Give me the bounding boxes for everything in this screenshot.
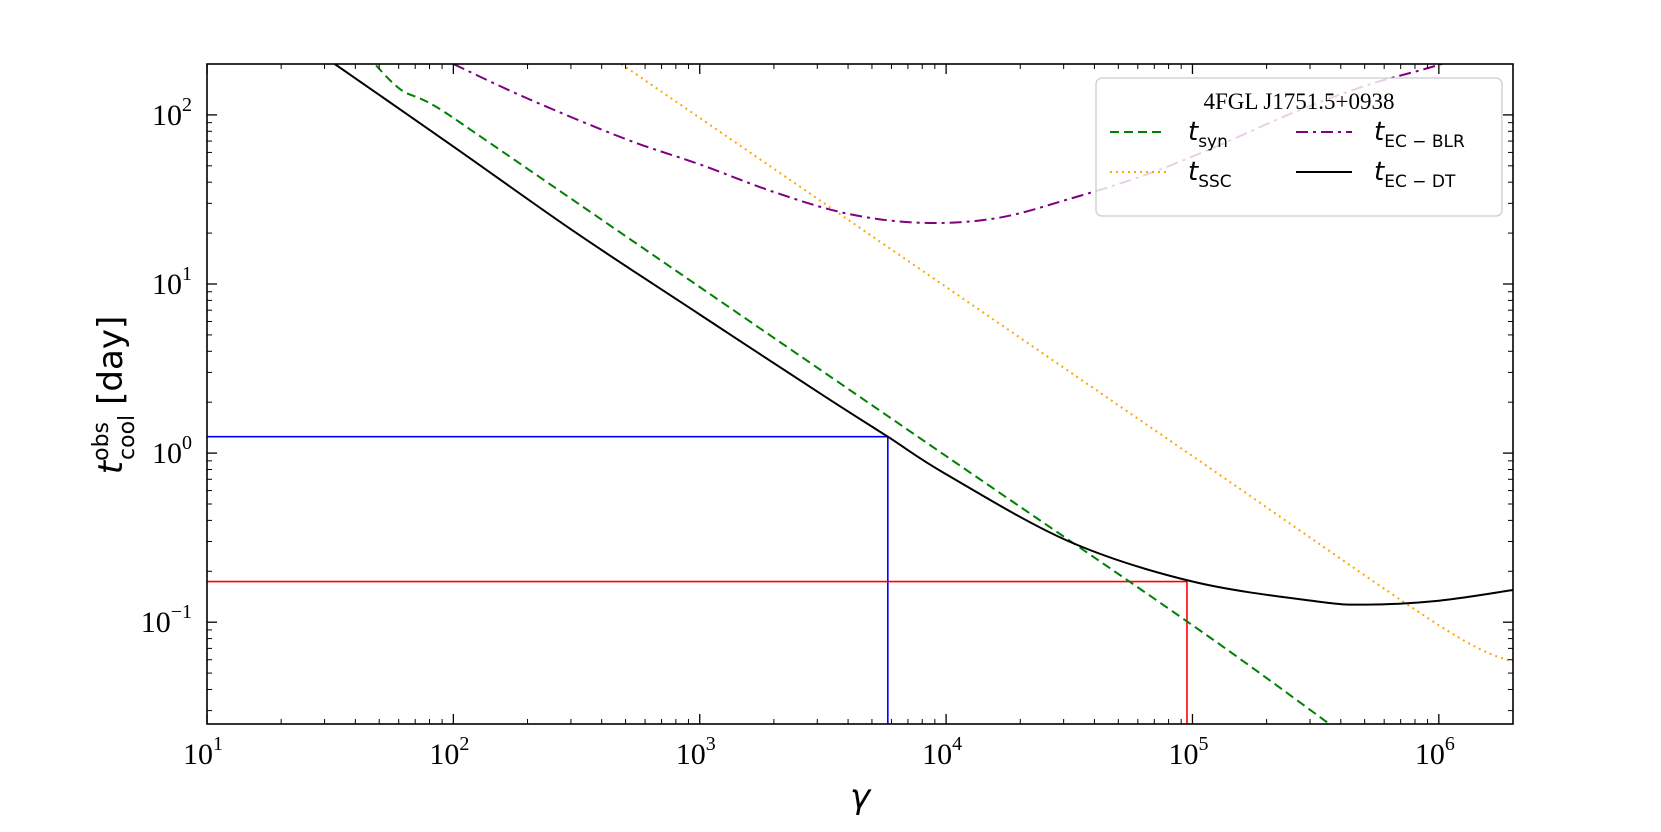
red-marker (207, 580, 1188, 724)
y-axis-label: tobscool [day] (89, 316, 140, 474)
reference-markers (207, 435, 1188, 724)
legend-label: tEC − DT (1374, 157, 1456, 192)
x-axis-label: γ (850, 777, 872, 817)
legend-label: tSSC (1188, 157, 1232, 192)
y-tick-label: 10−1 (141, 601, 192, 639)
x-tick-label: 102 (429, 733, 469, 771)
axis-ticks (206, 63, 1514, 724)
x-tick-label: 103 (676, 733, 716, 771)
legend-entries: tsyn tSSC tEC − BLR tEC − DT (1110, 117, 1465, 192)
y-axis-label-superscript: obs (89, 422, 114, 461)
series-lines (334, 64, 1513, 724)
x-tick-label: 106 (1415, 733, 1455, 771)
y-axis-label-unit: [day] (91, 316, 131, 405)
blue-marker (207, 435, 889, 724)
legend: 4FGL J1751.5+0938 tsyn tSSC tEC − BLR tEC −… (1095, 77, 1503, 217)
y-axis-label-subscript: cool (115, 415, 140, 460)
legend-title: 4FGL J1751.5+0938 (1203, 89, 1394, 114)
tick-labels: 101 102 103 104 105 106 10−1 100 101 102 (141, 94, 1455, 771)
y-tick-label: 101 (152, 263, 192, 301)
y-tick-label: 102 (152, 94, 192, 132)
series-t-syn (373, 64, 1331, 724)
legend-label: tEC − BLR (1374, 117, 1465, 152)
legend-label: tsyn (1188, 117, 1228, 152)
legend-box (1095, 77, 1503, 217)
y-axis-label-base: t (91, 459, 131, 474)
series-t-ec-dt (334, 64, 1513, 606)
x-tick-label: 104 (922, 733, 962, 771)
y-tick-label: 100 (152, 432, 192, 470)
x-tick-label: 105 (1168, 733, 1208, 771)
plot-frame (206, 63, 1514, 725)
x-tick-label: 101 (183, 733, 223, 771)
